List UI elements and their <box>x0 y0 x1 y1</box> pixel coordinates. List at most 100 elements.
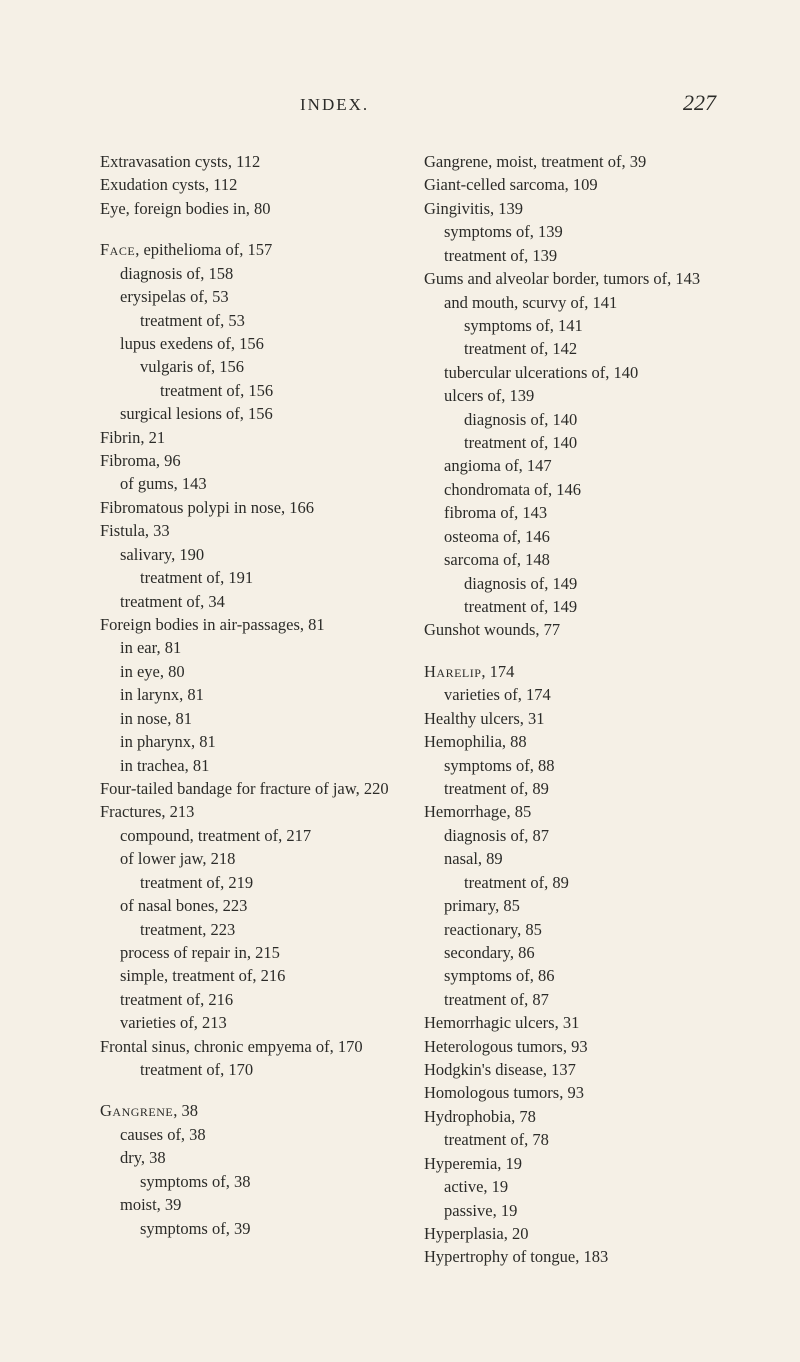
index-entry: active, 19 <box>424 1175 722 1198</box>
index-entry: Harelip, 174 <box>424 660 722 683</box>
index-entry: Hemorrhage, 85 <box>424 800 722 823</box>
index-entry: osteoma of, 146 <box>424 525 722 548</box>
index-entry: Gangrene, moist, treatment of, 39 <box>424 150 722 173</box>
index-entry: of lower jaw, 218 <box>100 847 398 870</box>
index-entry: process of repair in, 215 <box>100 941 398 964</box>
index-entry: Fibrin, 21 <box>100 426 398 449</box>
page-header: INDEX. 227 <box>100 90 722 116</box>
index-entry: in pharynx, 81 <box>100 730 398 753</box>
index-entry: treatment of, 139 <box>424 244 722 267</box>
index-entry: ulcers of, 139 <box>424 384 722 407</box>
index-entry: Hemorrhagic ulcers, 31 <box>424 1011 722 1034</box>
section-gap <box>424 642 722 660</box>
index-entry: dry, 38 <box>100 1146 398 1169</box>
index-entry: Fibroma, 96 <box>100 449 398 472</box>
index-entry: Gingivitis, 139 <box>424 197 722 220</box>
index-entry: Gangrene, 38 <box>100 1099 398 1122</box>
index-entry: treatment, 223 <box>100 918 398 941</box>
index-entry: of gums, 143 <box>100 472 398 495</box>
index-entry: treatment of, 34 <box>100 590 398 613</box>
index-entry: fibroma of, 143 <box>424 501 722 524</box>
index-entry: varieties of, 213 <box>100 1011 398 1034</box>
index-entry: Hemophilia, 88 <box>424 730 722 753</box>
index-entry: of nasal bones, 223 <box>100 894 398 917</box>
index-entry: Four-tailed bandage for fracture of jaw,… <box>100 777 398 800</box>
index-entry: Giant-celled sarcoma, 109 <box>424 173 722 196</box>
index-entry: treatment of, 149 <box>424 595 722 618</box>
index-entry: Fibromatous polypi in nose, 166 <box>100 496 398 519</box>
index-entry: in trachea, 81 <box>100 754 398 777</box>
index-entry: Foreign bodies in air-passages, 81 <box>100 613 398 636</box>
index-columns: Extravasation cysts, 112Exudation cysts,… <box>100 150 722 1269</box>
index-entry: causes of, 38 <box>100 1123 398 1146</box>
entry-text: , 38 <box>173 1101 198 1120</box>
index-entry: symptoms of, 38 <box>100 1170 398 1193</box>
index-entry: and mouth, scurvy of, 141 <box>424 291 722 314</box>
index-entry: symptoms of, 88 <box>424 754 722 777</box>
index-entry: primary, 85 <box>424 894 722 917</box>
index-entry: Frontal sinus, chronic empyema of, 170 <box>100 1035 398 1058</box>
index-entry: symptoms of, 86 <box>424 964 722 987</box>
index-entry: Gums and alveolar border, tumors of, 143 <box>424 267 722 290</box>
entry-headword: Harelip <box>424 662 481 681</box>
index-page: INDEX. 227 Extravasation cysts, 112Exuda… <box>0 0 800 1362</box>
index-entry: treatment of, 53 <box>100 309 398 332</box>
index-entry: in ear, 81 <box>100 636 398 659</box>
index-entry: erysipelas of, 53 <box>100 285 398 308</box>
index-entry: Hodgkin's disease, 137 <box>424 1058 722 1081</box>
entry-text: , epithelioma of, 157 <box>135 240 272 259</box>
index-entry: Fractures, 213 <box>100 800 398 823</box>
index-entry: moist, 39 <box>100 1193 398 1216</box>
index-entry: treatment of, 140 <box>424 431 722 454</box>
index-entry: salivary, 190 <box>100 543 398 566</box>
index-entry: treatment of, 191 <box>100 566 398 589</box>
index-entry: varieties of, 174 <box>424 683 722 706</box>
index-entry: treatment of, 89 <box>424 871 722 894</box>
index-entry: angioma of, 147 <box>424 454 722 477</box>
index-entry: diagnosis of, 140 <box>424 408 722 431</box>
left-column: Extravasation cysts, 112Exudation cysts,… <box>100 150 398 1269</box>
index-entry: surgical lesions of, 156 <box>100 402 398 425</box>
entry-text: , 174 <box>481 662 514 681</box>
section-gap <box>100 1081 398 1099</box>
index-entry: Homologous tumors, 93 <box>424 1081 722 1104</box>
index-entry: lupus exedens of, 156 <box>100 332 398 355</box>
page-number: 227 <box>683 90 716 116</box>
index-entry: treatment of, 216 <box>100 988 398 1011</box>
index-entry: Exudation cysts, 112 <box>100 173 398 196</box>
index-entry: Gunshot wounds, 77 <box>424 618 722 641</box>
entry-headword: Face <box>100 240 135 259</box>
index-entry: Face, epithelioma of, 157 <box>100 238 398 261</box>
index-entry: in larynx, 81 <box>100 683 398 706</box>
index-entry: treatment of, 156 <box>100 379 398 402</box>
index-entry: Hypertrophy of tongue, 183 <box>424 1245 722 1268</box>
index-entry: passive, 19 <box>424 1199 722 1222</box>
index-entry: diagnosis of, 149 <box>424 572 722 595</box>
section-gap <box>100 220 398 238</box>
index-entry: in nose, 81 <box>100 707 398 730</box>
index-entry: Healthy ulcers, 31 <box>424 707 722 730</box>
index-entry: Fistula, 33 <box>100 519 398 542</box>
header-title: INDEX. <box>300 95 369 115</box>
index-entry: symptoms of, 139 <box>424 220 722 243</box>
index-entry: tubercular ulcerations of, 140 <box>424 361 722 384</box>
index-entry: in eye, 80 <box>100 660 398 683</box>
index-entry: vulgaris of, 156 <box>100 355 398 378</box>
index-entry: Extravasation cysts, 112 <box>100 150 398 173</box>
index-entry: Heterologous tumors, 93 <box>424 1035 722 1058</box>
index-entry: secondary, 86 <box>424 941 722 964</box>
index-entry: treatment of, 78 <box>424 1128 722 1151</box>
index-entry: chondromata of, 146 <box>424 478 722 501</box>
index-entry: treatment of, 142 <box>424 337 722 360</box>
index-entry: sarcoma of, 148 <box>424 548 722 571</box>
index-entry: treatment of, 87 <box>424 988 722 1011</box>
index-entry: symptoms of, 39 <box>100 1217 398 1240</box>
index-entry: treatment of, 219 <box>100 871 398 894</box>
index-entry: Hydrophobia, 78 <box>424 1105 722 1128</box>
index-entry: reactionary, 85 <box>424 918 722 941</box>
index-entry: simple, treatment of, 216 <box>100 964 398 987</box>
index-entry: nasal, 89 <box>424 847 722 870</box>
entry-headword: Gangrene <box>100 1101 173 1120</box>
index-entry: treatment of, 170 <box>100 1058 398 1081</box>
index-entry: Hyperplasia, 20 <box>424 1222 722 1245</box>
